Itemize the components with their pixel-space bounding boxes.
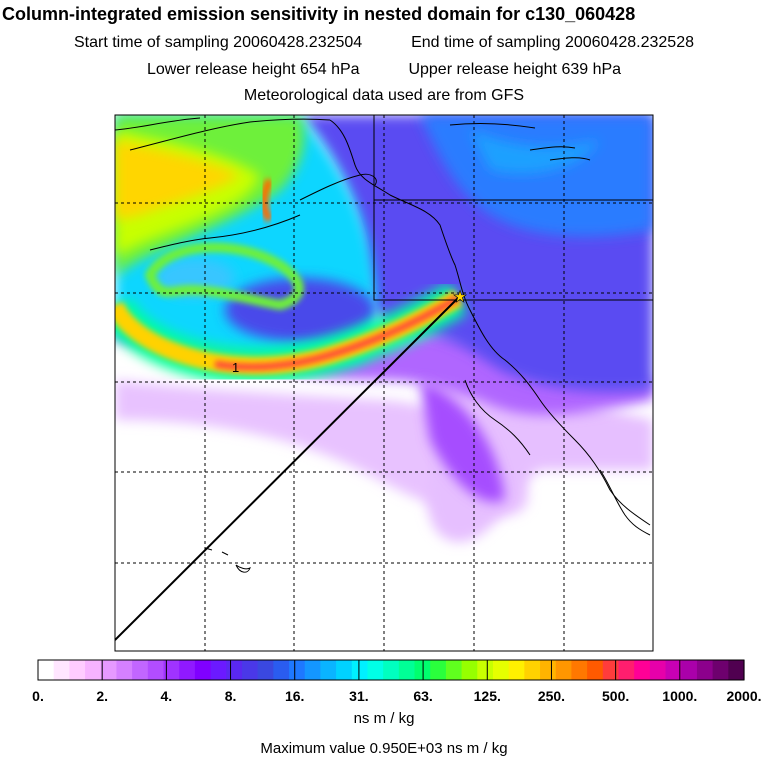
sampling-time-row: Start time of sampling 20060428.232504 E… — [0, 34, 768, 52]
colorbar-swatch — [116, 660, 133, 680]
colorbar-swatch — [163, 660, 180, 680]
colorbar-swatch — [555, 660, 573, 680]
release-height-row: Lower release height 654 hPa Upper relea… — [0, 61, 768, 79]
colorbar-tick-label: 250. — [537, 688, 566, 704]
lower-height-text: Lower release height 654 hPa — [146, 61, 360, 78]
field-light-blue — [470, 130, 600, 174]
colorbar-swatch — [351, 660, 369, 680]
colorbar-swatch — [210, 660, 227, 680]
colorbar-swatch — [477, 660, 494, 680]
colorbar-swatch — [273, 660, 290, 680]
colorbar-tick-label: 125. — [473, 688, 501, 704]
colorbar-tick-label: 1000. — [662, 688, 698, 704]
plume-label: 1 — [232, 360, 239, 375]
colorbar-swatch — [38, 660, 55, 680]
coastlines — [115, 117, 651, 573]
colorbar-tick-label: 2. — [96, 688, 109, 704]
colorbar-tick-label: 500. — [602, 688, 630, 704]
coastline-alaska — [115, 117, 331, 151]
colorbar-swatch — [445, 660, 463, 680]
colorbar-swatch — [712, 660, 729, 680]
release-diagonal — [115, 297, 459, 641]
colorbar-swatch — [602, 660, 620, 680]
colorbar-tick-label: 2000. — [726, 688, 762, 704]
colorbar — [37, 659, 745, 681]
colorbar-swatch — [304, 660, 321, 680]
map-frame — [114, 114, 654, 652]
map-grid — [115, 115, 653, 651]
colorbar-swatch — [383, 660, 400, 680]
colorbar-swatch — [100, 660, 118, 680]
coastline-baja — [464, 379, 531, 456]
colorbar-tick-label: 31. — [349, 688, 369, 704]
colorbar-swatch — [681, 660, 698, 680]
colorbar-swatch — [618, 660, 635, 680]
colorbar-ticks — [101, 660, 681, 680]
colorbar-swatch — [241, 660, 259, 680]
colorbar-tick-label: 63. — [413, 688, 433, 704]
colorbar-swatch — [367, 660, 384, 680]
start-time-text: Start time of sampling 20060428.232504 — [74, 34, 363, 51]
colorbar-swatch — [696, 660, 714, 680]
colorbar-tick-label: 4. — [160, 688, 173, 704]
colorbar-frame — [37, 659, 745, 681]
colorbar-swatch — [540, 660, 557, 680]
field-purple-south — [420, 380, 505, 502]
colorbar-swatch — [53, 660, 70, 680]
colorbar-swatch — [728, 660, 745, 680]
colorbar-swatch — [508, 660, 525, 680]
colorbar-swatch — [289, 660, 306, 680]
colorbar-unit: ns m / kg — [353, 710, 415, 727]
release-star-marker: ★ — [453, 287, 467, 306]
colorbar-swatch — [257, 660, 274, 680]
coastline-arctic-islands — [449, 123, 591, 161]
colorbar-swatch — [461, 660, 478, 680]
met-data-text: Meteorological data used are from GFS — [243, 87, 525, 104]
field-layer — [115, 115, 653, 651]
coastline-aleutians — [149, 214, 301, 251]
coastline-mexico — [599, 469, 651, 536]
colorbar-swatch — [571, 660, 588, 680]
colorbar-swatch — [226, 660, 243, 680]
colorbar-swatch — [194, 660, 212, 680]
maximum-value-text: Maximum value 0.950E+03 ns m / kg — [260, 740, 508, 757]
coastline-peninsula — [299, 173, 377, 201]
field-green-swirl — [144, 242, 304, 311]
colorbar-swatch — [132, 660, 149, 680]
colorbar-swatch — [649, 660, 667, 680]
field-fringe-east — [427, 380, 653, 542]
colorbar-swatch — [85, 660, 102, 680]
colorbar-swatch — [430, 660, 447, 680]
colorbar-swatch — [492, 660, 510, 680]
colorbar-swatch — [336, 660, 353, 680]
plume-core — [214, 294, 460, 371]
colorbar-swatch — [524, 660, 541, 680]
domain-boundary — [373, 200, 653, 301]
end-time-text: End time of sampling 20060428.232528 — [411, 34, 694, 51]
upper-height-text: Upper release height 639 hPa — [408, 61, 622, 78]
colorbar-swatch — [398, 660, 416, 680]
colorbar-swatch — [147, 660, 165, 680]
chart-title: Column-integrated emission sensitivity i… — [2, 4, 636, 24]
colorbar-swatch — [665, 660, 682, 680]
colorbar-tick-label: 16. — [284, 688, 305, 704]
colorbar-swatch — [320, 660, 337, 680]
colorbar-swatch — [179, 660, 196, 680]
field-fringe — [115, 380, 528, 517]
colorbar-swatch — [587, 660, 604, 680]
colorbar-tick-label: 8. — [224, 688, 237, 704]
colorbar-tick-label: 0. — [32, 688, 44, 704]
colorbar-swatch — [634, 660, 651, 680]
field-blue-eddy — [225, 278, 375, 342]
colorbar-swatch — [69, 660, 86, 680]
plume-north-fragment — [260, 178, 274, 223]
field-orange-region — [115, 140, 240, 220]
coastline-west-coast — [329, 119, 651, 526]
